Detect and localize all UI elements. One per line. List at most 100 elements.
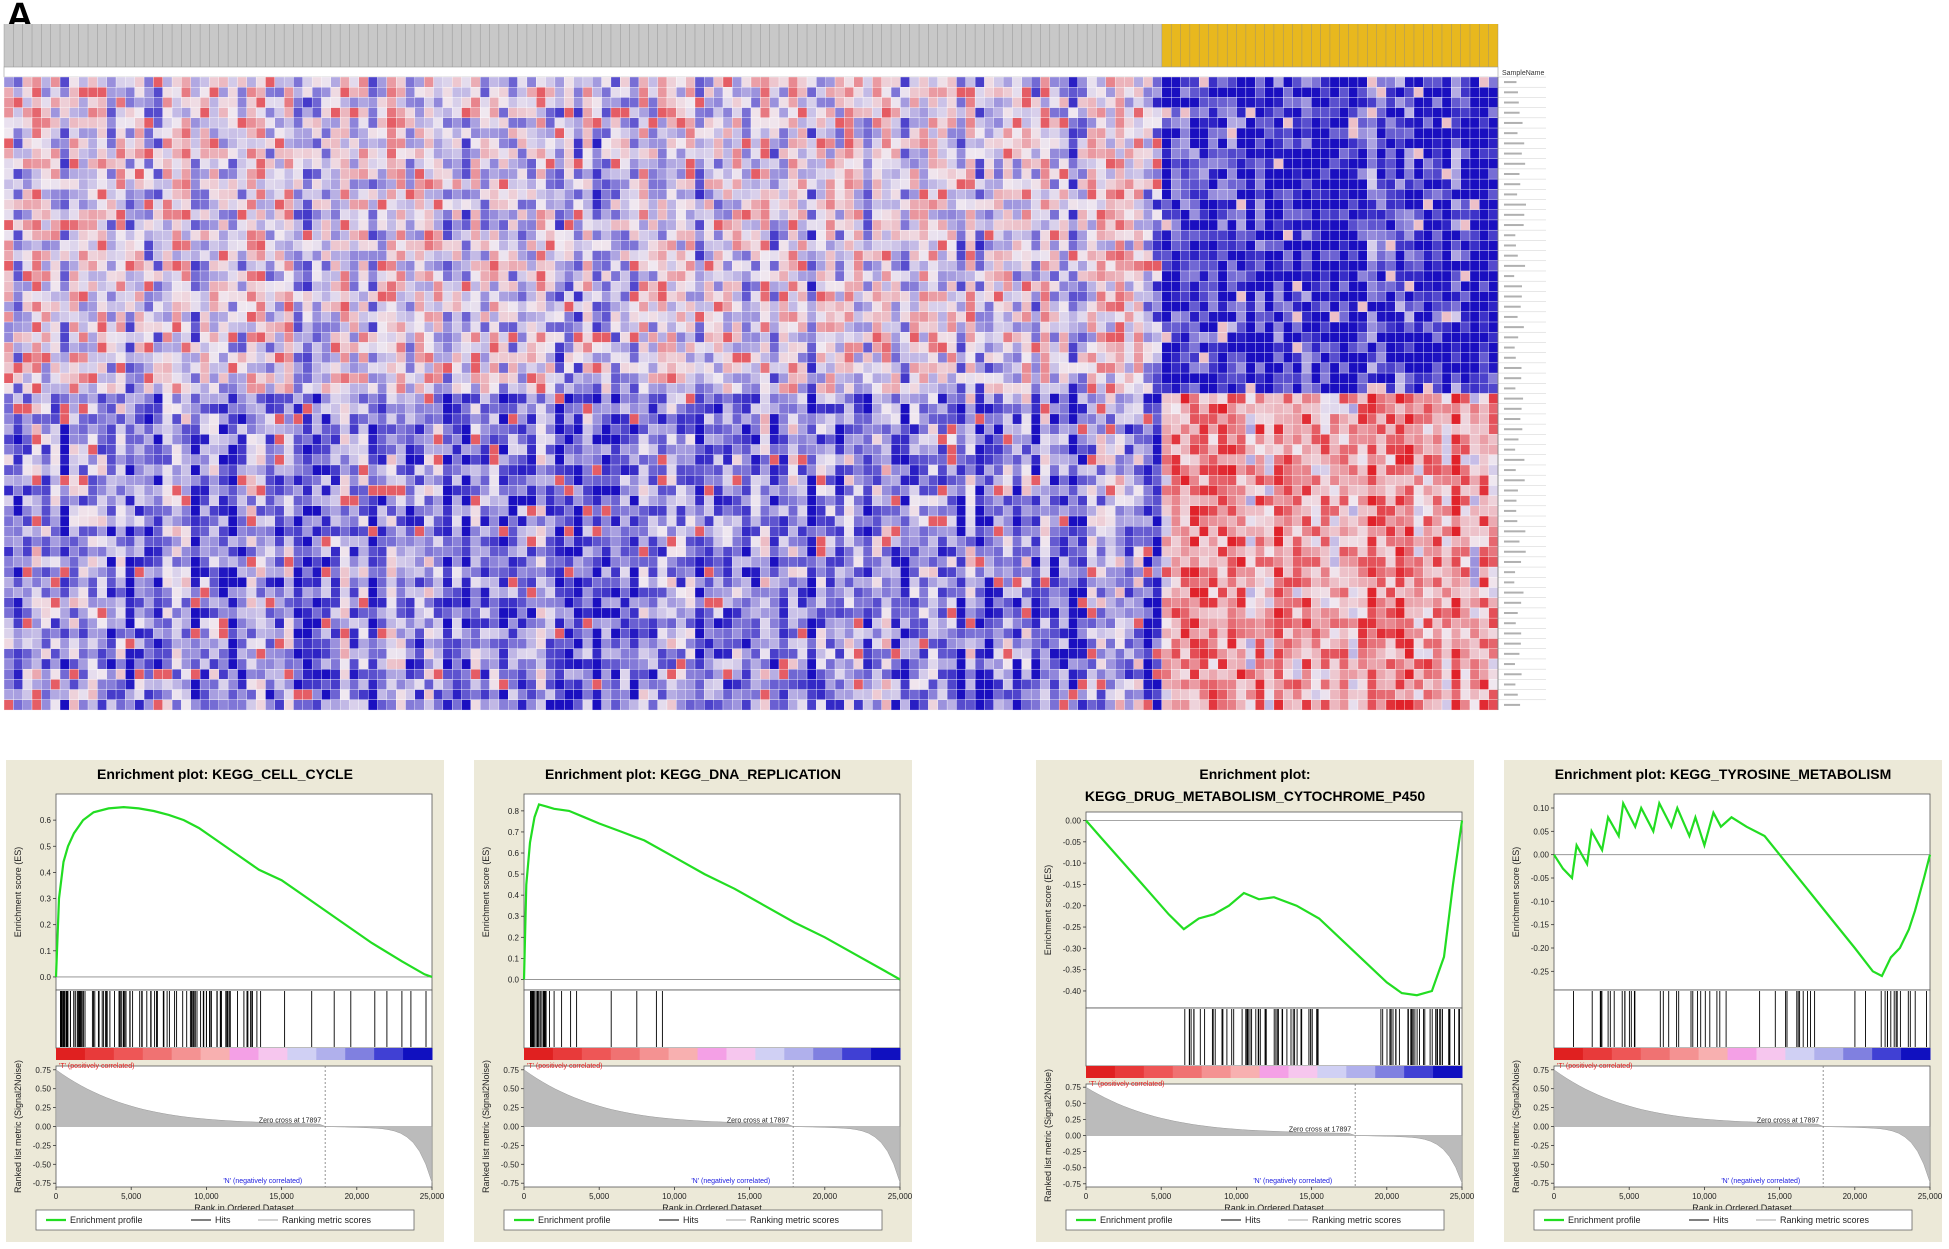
heatmap-cell xyxy=(359,97,368,107)
heatmap-cell xyxy=(1040,373,1049,383)
heatmap-cell xyxy=(1050,291,1059,301)
heatmap-cell xyxy=(1395,169,1404,179)
heatmap-cell xyxy=(1377,240,1386,250)
heatmap-cell xyxy=(172,342,181,352)
heatmap-cell xyxy=(891,230,900,240)
heatmap-cell xyxy=(153,373,162,383)
heatmap-cell xyxy=(1181,138,1190,148)
heatmap-cell xyxy=(592,363,601,373)
heatmap-cell xyxy=(209,373,218,383)
heatmap-cell xyxy=(209,342,218,352)
heatmap-cell xyxy=(1022,189,1031,199)
heatmap-cell xyxy=(564,342,573,352)
heatmap-cell xyxy=(1181,87,1190,97)
heatmap-cell xyxy=(1190,210,1199,220)
heatmap-cell xyxy=(1125,291,1134,301)
heatmap-cell xyxy=(265,179,274,189)
heatmap-cell xyxy=(1134,363,1143,373)
heatmap-cell xyxy=(1087,97,1096,107)
heatmap-cell xyxy=(1040,169,1049,179)
heatmap-cell xyxy=(349,169,358,179)
heatmap-cell xyxy=(1377,169,1386,179)
heatmap-cell xyxy=(13,363,22,373)
heatmap-cell xyxy=(237,230,246,240)
heatmap-cell xyxy=(349,87,358,97)
heatmap-cell xyxy=(919,332,928,342)
heatmap-cell xyxy=(23,332,32,342)
heatmap-cell xyxy=(1302,169,1311,179)
heatmap-cell xyxy=(536,322,545,332)
heatmap-cell xyxy=(69,383,78,393)
heatmap-cell xyxy=(900,138,909,148)
heatmap-cell xyxy=(172,240,181,250)
heatmap-cell xyxy=(135,373,144,383)
heatmap-cell xyxy=(1096,363,1105,373)
heatmap-cell xyxy=(135,322,144,332)
heatmap-cell xyxy=(191,281,200,291)
heatmap-cell xyxy=(1489,302,1498,312)
heatmap-cell xyxy=(191,240,200,250)
heatmap-cell xyxy=(1171,302,1180,312)
heatmap-cell xyxy=(1274,302,1283,312)
heatmap-cell xyxy=(1143,128,1152,138)
heatmap-cell xyxy=(480,200,489,210)
heatmap-cell xyxy=(321,353,330,363)
heatmap-cell xyxy=(1274,210,1283,220)
heatmap-cell xyxy=(1143,373,1152,383)
heatmap-cell xyxy=(32,271,41,281)
heatmap-cell xyxy=(1087,148,1096,158)
heatmap-cell xyxy=(153,138,162,148)
heatmap-cell xyxy=(340,138,349,148)
heatmap-cell xyxy=(293,261,302,271)
heatmap-cell xyxy=(256,251,265,261)
heatmap-cell xyxy=(1003,240,1012,250)
heatmap-cell xyxy=(742,302,751,312)
heatmap-cell xyxy=(816,169,825,179)
heatmap-cell xyxy=(1293,373,1302,383)
heatmap-cell xyxy=(620,312,629,322)
heatmap-cell xyxy=(527,108,536,118)
heatmap-cell xyxy=(919,77,928,87)
heatmap-cell xyxy=(1283,271,1292,281)
heatmap-cell xyxy=(1451,108,1460,118)
heatmap-cell xyxy=(415,291,424,301)
heatmap-cell xyxy=(1096,189,1105,199)
heatmap-cell xyxy=(1414,169,1423,179)
heatmap-cell xyxy=(723,87,732,97)
heatmap-cell xyxy=(1339,210,1348,220)
heatmap-cell xyxy=(1181,342,1190,352)
heatmap-cell xyxy=(293,159,302,169)
heatmap-cell xyxy=(1321,200,1330,210)
heatmap-cell xyxy=(153,281,162,291)
heatmap-cell xyxy=(1274,322,1283,332)
heatmap-cell xyxy=(1405,353,1414,363)
heatmap-cell xyxy=(1106,108,1115,118)
heatmap-cell xyxy=(1003,159,1012,169)
heatmap-cell xyxy=(349,97,358,107)
heatmap-cell xyxy=(284,230,293,240)
heatmap-cell xyxy=(760,77,769,87)
heatmap-cell xyxy=(1423,240,1432,250)
heatmap-cell xyxy=(359,118,368,128)
heatmap-cell xyxy=(1386,220,1395,230)
heatmap-cell xyxy=(1255,118,1264,128)
heatmap-cell xyxy=(163,169,172,179)
heatmap-cell xyxy=(1377,77,1386,87)
heatmap-cell xyxy=(1321,251,1330,261)
heatmap-cell xyxy=(508,220,517,230)
heatmap-cell xyxy=(144,108,153,118)
heatmap-cell xyxy=(826,322,835,332)
heatmap-cell xyxy=(1068,200,1077,210)
heatmap-cell xyxy=(415,210,424,220)
heatmap-cell xyxy=(499,363,508,373)
heatmap-cell xyxy=(1003,220,1012,230)
heatmap-cell xyxy=(443,189,452,199)
heatmap-cell xyxy=(1040,200,1049,210)
heatmap-cell xyxy=(331,200,340,210)
heatmap-cell xyxy=(181,189,190,199)
heatmap-cell xyxy=(1386,342,1395,352)
heatmap-cell xyxy=(135,200,144,210)
heatmap-cell xyxy=(1339,128,1348,138)
heatmap-cell xyxy=(704,363,713,373)
heatmap-cell xyxy=(592,220,601,230)
